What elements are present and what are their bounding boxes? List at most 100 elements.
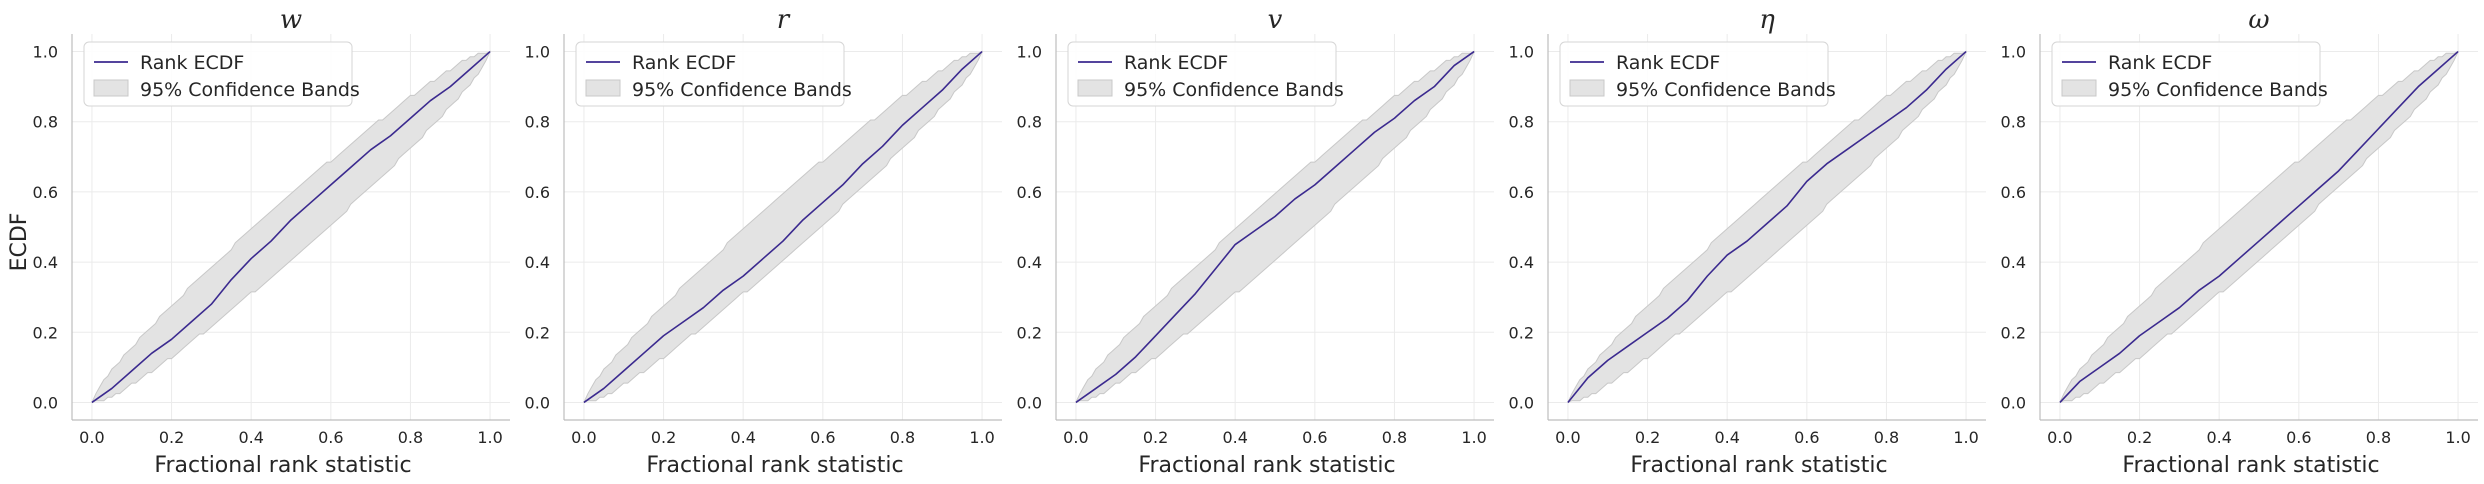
legend: Rank ECDF 95% Confidence Bands [1067, 41, 1344, 107]
x-tick-label: 0.8 [1874, 428, 1899, 447]
x-tick-label: 0.6 [1794, 428, 1819, 447]
y-tick-label: 0.0 [1017, 393, 1042, 412]
x-axis-label: Fractional rank statistic [1630, 453, 1887, 478]
x-tick-label: 0.0 [2047, 428, 2072, 447]
panel-title: w [280, 5, 302, 35]
y-tick-label: 0.0 [525, 393, 550, 412]
y-tick-label: 1.0 [1017, 43, 1042, 62]
panel-title: v [1268, 5, 1283, 35]
legend-label-band: 95% Confidence Bands [2108, 79, 2328, 101]
legend-label-ecdf: Rank ECDF [2108, 52, 2212, 74]
legend-band-swatch [2061, 79, 2097, 97]
legend-band-swatch [1077, 79, 1113, 97]
x-tick-label: 0.4 [1222, 428, 1247, 447]
x-tick-label: 0.2 [159, 428, 184, 447]
x-tick-label: 0.2 [1635, 428, 1660, 447]
y-tick-label: 0.2 [1017, 323, 1042, 342]
x-axis-label: Fractional rank statistic [646, 453, 903, 478]
legend-frame [83, 41, 353, 107]
x-tick-label: 1.0 [1953, 428, 1978, 447]
x-tick-label: 0.6 [810, 428, 835, 447]
x-tick-label: 0.4 [238, 428, 263, 447]
y-tick-label: 1.0 [2001, 43, 2026, 62]
y-tick-label: 0.6 [525, 183, 550, 202]
panel-title: r [777, 5, 791, 35]
ecdf-line [2059, 50, 2459, 403]
ecdf-panel: 0.0 0.2 0.4 0.6 0.8 1.0 0.0 0.2 0.4 0.6 0.8 1.0 η Fra… [1509, 5, 1986, 478]
x-tick-label: 0.2 [2127, 428, 2152, 447]
x-tick-label: 0.6 [1302, 428, 1327, 447]
y-tick-label: 0.8 [1509, 113, 1534, 132]
y-tick-label: 0.4 [1509, 253, 1534, 272]
y-tick-label: 0.0 [33, 393, 58, 412]
y-tick-label: 0.0 [1509, 393, 1534, 412]
y-tick-label: 0.8 [2001, 113, 2026, 132]
x-tick-label: 0.4 [1714, 428, 1739, 447]
y-tick-label: 0.4 [33, 253, 58, 272]
legend-frame [575, 41, 845, 107]
x-tick-label: 0.6 [318, 428, 343, 447]
x-tick-label: 1.0 [2445, 428, 2470, 447]
legend-label-band: 95% Confidence Bands [1124, 79, 1344, 101]
x-tick-label: 1.0 [1461, 428, 1486, 447]
legend-frame [1559, 41, 1829, 107]
ecdf-line [1567, 50, 1967, 403]
y-axis-label: ECDF [7, 213, 32, 272]
x-tick-label: 1.0 [969, 428, 994, 447]
y-tick-label: 0.4 [525, 253, 550, 272]
y-tick-label: 0.4 [2001, 253, 2026, 272]
legend: Rank ECDF 95% Confidence Bands [1559, 41, 1836, 107]
y-tick-label: 1.0 [525, 43, 550, 62]
legend-label-ecdf: Rank ECDF [140, 52, 244, 74]
y-tick-label: 0.8 [33, 113, 58, 132]
x-tick-label: 0.0 [79, 428, 104, 447]
x-tick-label: 1.0 [477, 428, 502, 447]
y-tick-label: 0.6 [1509, 183, 1534, 202]
ecdf-panel: 0.0 0.2 0.4 0.6 0.8 1.0 0.0 0.2 0.4 0.6 0.8 1.0 w Fra… [33, 5, 510, 478]
y-tick-label: 0.0 [2001, 393, 2026, 412]
legend-label-ecdf: Rank ECDF [1124, 52, 1228, 74]
legend-label-band: 95% Confidence Bands [632, 79, 852, 101]
legend: Rank ECDF 95% Confidence Bands [2051, 41, 2328, 107]
y-tick-label: 0.2 [2001, 323, 2026, 342]
x-axis-label: Fractional rank statistic [154, 453, 411, 478]
legend-label-ecdf: Rank ECDF [632, 52, 736, 74]
ecdf-line [1075, 50, 1475, 404]
x-tick-label: 0.8 [1382, 428, 1407, 447]
x-tick-label: 0.4 [730, 428, 755, 447]
x-tick-label: 0.0 [571, 428, 596, 447]
x-tick-label: 0.8 [890, 428, 915, 447]
y-tick-label: 0.4 [1017, 253, 1042, 272]
legend-frame [1067, 41, 1337, 107]
y-tick-label: 1.0 [1509, 43, 1534, 62]
y-tick-label: 0.2 [525, 323, 550, 342]
legend-label-ecdf: Rank ECDF [1616, 52, 1720, 74]
ecdf-panel: 0.0 0.2 0.4 0.6 0.8 1.0 0.0 0.2 0.4 0.6 0.8 1.0 r Fra… [525, 5, 1002, 478]
legend-frame [2051, 41, 2321, 107]
x-tick-label: 0.8 [398, 428, 423, 447]
x-axis-label: Fractional rank statistic [2122, 453, 2379, 478]
legend-band-swatch [585, 79, 621, 97]
y-tick-label: 0.2 [33, 323, 58, 342]
x-axis-label: Fractional rank statistic [1138, 453, 1395, 478]
y-tick-label: 0.8 [525, 113, 550, 132]
y-tick-label: 0.2 [1509, 323, 1534, 342]
legend-band-swatch [1569, 79, 1605, 97]
panels: 0.0 0.2 0.4 0.6 0.8 1.0 0.0 0.2 0.4 0.6 0.8 1.0 w Fra… [33, 5, 2478, 478]
x-tick-label: 0.8 [2366, 428, 2391, 447]
panel-title: ω [2248, 5, 2269, 35]
ecdf-panel: 0.0 0.2 0.4 0.6 0.8 1.0 0.0 0.2 0.4 0.6 0.8 1.0 ω Fra… [2001, 5, 2478, 478]
y-tick-label: 0.8 [1017, 113, 1042, 132]
y-tick-label: 0.6 [2001, 183, 2026, 202]
panel-title: η [1759, 5, 1775, 35]
legend-label-band: 95% Confidence Bands [1616, 79, 1836, 101]
ecdf-panel: 0.0 0.2 0.4 0.6 0.8 1.0 0.0 0.2 0.4 0.6 0.8 1.0 v Fra… [1017, 5, 1494, 478]
ecdf-line [91, 50, 491, 404]
y-tick-label: 1.0 [33, 43, 58, 62]
ecdf-line [583, 50, 983, 404]
x-tick-label: 0.0 [1555, 428, 1580, 447]
x-tick-label: 0.2 [651, 428, 676, 447]
legend-label-band: 95% Confidence Bands [140, 79, 360, 101]
x-tick-label: 0.4 [2206, 428, 2231, 447]
